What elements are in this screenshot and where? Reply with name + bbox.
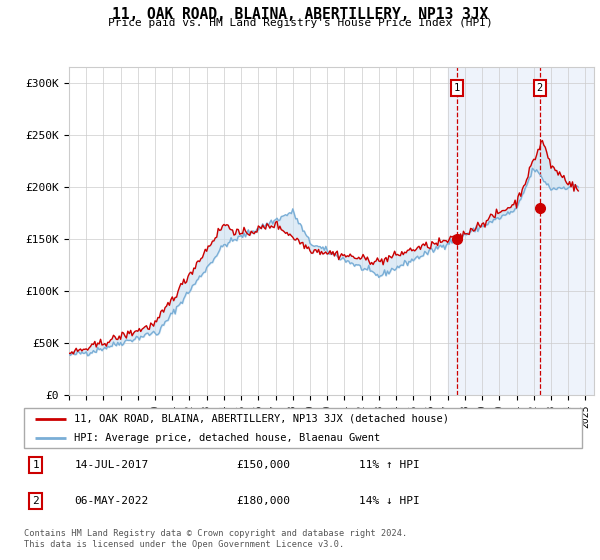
Text: 2: 2 <box>536 83 543 93</box>
Text: 1: 1 <box>454 83 460 93</box>
Text: 11, OAK ROAD, BLAINA, ABERTILLERY, NP13 3JX: 11, OAK ROAD, BLAINA, ABERTILLERY, NP13 … <box>112 7 488 22</box>
Text: 2: 2 <box>32 496 39 506</box>
FancyBboxPatch shape <box>24 408 582 448</box>
Text: 11% ↑ HPI: 11% ↑ HPI <box>359 460 419 470</box>
Text: Contains HM Land Registry data © Crown copyright and database right 2024.
This d: Contains HM Land Registry data © Crown c… <box>24 529 407 549</box>
Text: 06-MAY-2022: 06-MAY-2022 <box>74 496 148 506</box>
Text: £180,000: £180,000 <box>236 496 290 506</box>
Text: 14-JUL-2017: 14-JUL-2017 <box>74 460 148 470</box>
Text: 14% ↓ HPI: 14% ↓ HPI <box>359 496 419 506</box>
Text: £150,000: £150,000 <box>236 460 290 470</box>
Text: HPI: Average price, detached house, Blaenau Gwent: HPI: Average price, detached house, Blae… <box>74 433 380 443</box>
Text: 11, OAK ROAD, BLAINA, ABERTILLERY, NP13 3JX (detached house): 11, OAK ROAD, BLAINA, ABERTILLERY, NP13 … <box>74 414 449 424</box>
Text: Price paid vs. HM Land Registry's House Price Index (HPI): Price paid vs. HM Land Registry's House … <box>107 18 493 29</box>
Text: 1: 1 <box>32 460 39 470</box>
Bar <box>448 67 600 395</box>
